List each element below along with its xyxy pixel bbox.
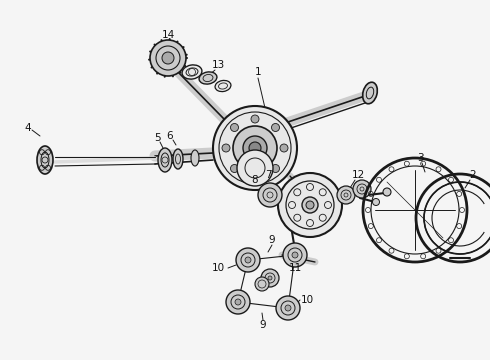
Text: 12: 12 xyxy=(351,170,365,180)
Text: 3: 3 xyxy=(416,153,423,163)
Circle shape xyxy=(150,40,186,76)
Text: 9: 9 xyxy=(260,320,266,330)
Circle shape xyxy=(268,276,272,280)
Ellipse shape xyxy=(173,149,183,169)
Text: 9: 9 xyxy=(269,235,275,245)
Text: 4: 4 xyxy=(24,123,31,133)
Circle shape xyxy=(292,252,298,258)
Ellipse shape xyxy=(363,82,377,104)
Circle shape xyxy=(306,201,314,209)
Circle shape xyxy=(302,197,318,213)
Circle shape xyxy=(285,305,291,311)
Ellipse shape xyxy=(215,80,231,91)
Circle shape xyxy=(337,186,355,204)
Text: 10: 10 xyxy=(212,263,224,273)
Circle shape xyxy=(222,144,230,152)
Ellipse shape xyxy=(182,65,202,79)
Circle shape xyxy=(255,277,269,291)
Circle shape xyxy=(236,248,260,272)
Circle shape xyxy=(278,173,342,237)
Text: 5: 5 xyxy=(154,133,160,143)
Circle shape xyxy=(226,290,250,314)
Circle shape xyxy=(237,150,273,186)
Ellipse shape xyxy=(191,150,199,166)
Text: 14: 14 xyxy=(161,30,174,40)
Circle shape xyxy=(276,296,300,320)
Circle shape xyxy=(353,180,371,198)
Text: 11: 11 xyxy=(289,263,302,273)
Text: 10: 10 xyxy=(300,295,314,305)
Circle shape xyxy=(271,165,279,172)
Text: 13: 13 xyxy=(211,60,224,70)
Text: 6: 6 xyxy=(167,131,173,141)
Circle shape xyxy=(280,144,288,152)
Circle shape xyxy=(249,142,261,154)
Circle shape xyxy=(283,243,307,267)
Text: 2: 2 xyxy=(470,170,476,180)
Circle shape xyxy=(162,52,174,64)
Circle shape xyxy=(233,126,277,170)
Circle shape xyxy=(251,115,259,123)
Circle shape xyxy=(213,106,297,190)
Text: 7: 7 xyxy=(265,170,271,180)
Circle shape xyxy=(230,123,239,131)
Circle shape xyxy=(261,269,279,287)
Text: 8: 8 xyxy=(252,175,258,185)
Text: 1: 1 xyxy=(255,67,261,77)
Circle shape xyxy=(383,188,391,196)
Ellipse shape xyxy=(199,72,217,84)
Circle shape xyxy=(230,165,239,172)
Ellipse shape xyxy=(37,146,53,174)
Circle shape xyxy=(258,183,282,207)
Circle shape xyxy=(235,299,241,305)
Circle shape xyxy=(372,198,379,206)
Ellipse shape xyxy=(158,148,172,172)
Circle shape xyxy=(243,136,267,160)
Circle shape xyxy=(245,257,251,263)
Circle shape xyxy=(251,173,259,181)
Circle shape xyxy=(271,123,279,131)
